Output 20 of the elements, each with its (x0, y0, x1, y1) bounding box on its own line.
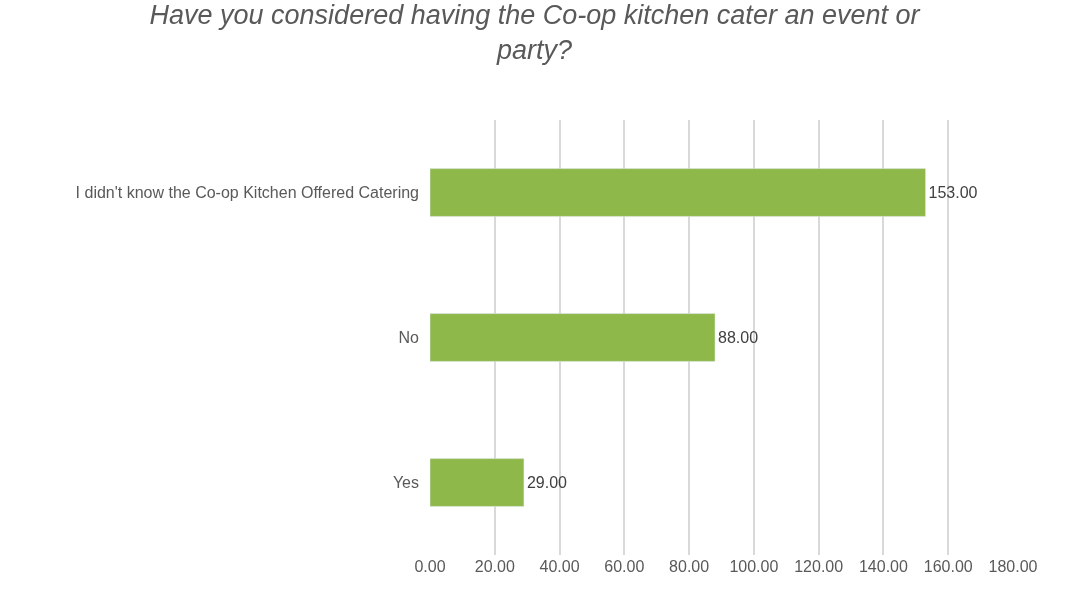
x-tick-label: 40.00 (539, 558, 580, 575)
x-tick-label: 100.00 (729, 558, 779, 575)
data-label: 29.00 (526, 474, 568, 492)
bar (430, 168, 926, 217)
data-label: 88.00 (718, 329, 759, 347)
data-label: 153.00 (928, 184, 978, 202)
y-tick-label: Yes (392, 474, 419, 492)
x-tick-label: 0.00 (414, 558, 446, 575)
y-tick-label: No (398, 329, 420, 347)
x-tick-label: 60.00 (604, 558, 645, 575)
chart-title: Have you considered having the Co-op kitchen cater an event or party? (149, 0, 921, 66)
bar (430, 458, 525, 507)
y-tick-label: I didn't know the Co-op Kitchen Offered Catering (75, 184, 419, 202)
x-tick-label: 20.00 (474, 558, 515, 575)
x-tick-label: 120.00 (794, 558, 844, 575)
x-tick-label: 180.00 (988, 558, 1038, 575)
bar (430, 313, 716, 362)
x-tick-label: 140.00 (858, 558, 909, 575)
x-tick-label: 160.00 (923, 558, 973, 575)
x-tick-label: 80.00 (669, 558, 710, 575)
